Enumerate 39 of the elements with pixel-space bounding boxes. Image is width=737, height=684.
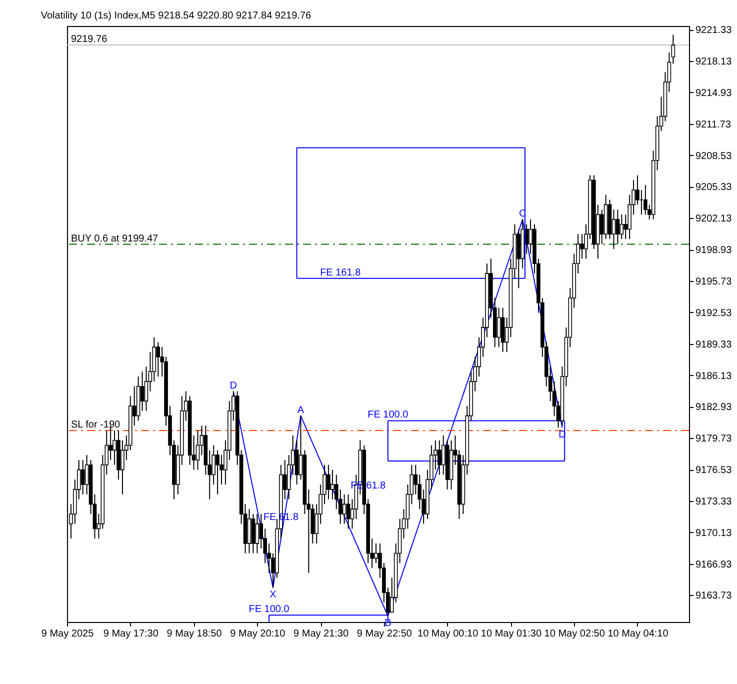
y-tick-label: 9198.93	[696, 245, 732, 256]
y-tick-label: 9179.73	[696, 434, 732, 445]
y-tick-label: 9202.13	[696, 214, 732, 225]
y-tick-label: 9214.93	[696, 88, 732, 99]
x-tick-label: 9 May 20:10	[230, 628, 286, 640]
y-tick-label: 9182.93	[696, 402, 732, 414]
y-tick-label: 9195.73	[696, 276, 732, 288]
x-tick-label: 9 May 2025	[41, 628, 94, 640]
y-tick-label: 9186.13	[696, 370, 732, 382]
y-tick-label: 9170.13	[696, 528, 732, 539]
x-tick-label: 10 May 04:10	[608, 628, 669, 640]
y-tick-label: 9189.33	[696, 339, 732, 350]
y-tick-label: 9205.33	[696, 182, 732, 194]
annotation: A	[297, 404, 304, 416]
y-tick-label: 9176.53	[696, 465, 732, 476]
y-tick-label: 9163.73	[696, 590, 732, 602]
annotation: X	[270, 590, 277, 601]
ref-line-label: BUY 0.6 at 9199.47	[71, 233, 159, 244]
annotation: FE 161.8	[320, 267, 362, 278]
ref-line-label: SL for -190	[71, 420, 121, 431]
x-tick-label: 9 May 22:50	[356, 628, 412, 640]
annotation: FE 100.0	[368, 410, 409, 421]
y-tick-label: 9208.53	[696, 150, 732, 162]
x-tick-label: 9 May 18:50	[166, 628, 222, 640]
x-tick-label: 9 May 21:30	[294, 628, 350, 640]
chart-title: Volatility 10 (1s) Index,M5 9218.54 9220.80 9217.84 9219.76	[40, 10, 312, 22]
annotation: D	[230, 380, 238, 392]
y-tick-label: 9173.33	[696, 496, 732, 508]
y-tick-label: 9218.13	[696, 56, 732, 68]
y-tick-label: 9192.53	[696, 308, 732, 319]
annotation: FE 100.0	[248, 604, 290, 616]
y-tick-label: 9221.33	[696, 25, 732, 36]
x-tick-label: 10 May 00:10	[418, 628, 479, 640]
x-tick-label: 9 May 17:30	[103, 628, 159, 640]
x-tick-label: 10 May 01:30	[480, 628, 542, 640]
y-tick-label: 9211.73	[696, 119, 732, 130]
x-tick-label: 10 May 02:50	[544, 628, 606, 640]
y-tick-label: 9166.93	[696, 559, 732, 570]
ref-line-label: 9219.76	[71, 34, 108, 46]
